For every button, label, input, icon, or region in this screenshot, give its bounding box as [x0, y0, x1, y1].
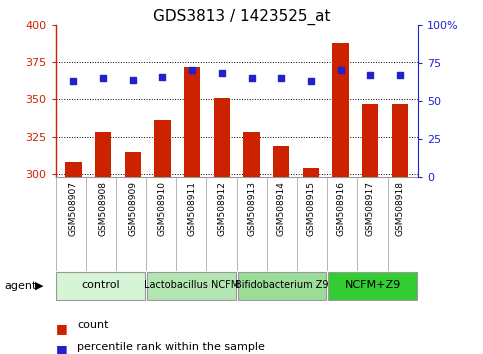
Point — [307, 78, 315, 84]
Point — [248, 75, 256, 81]
Text: ■: ■ — [56, 322, 67, 335]
Text: agent: agent — [5, 281, 37, 291]
Point — [367, 72, 374, 78]
Text: GSM508916: GSM508916 — [336, 181, 345, 236]
Bar — [328, 272, 417, 300]
Text: GSM508912: GSM508912 — [217, 181, 227, 236]
Point — [218, 71, 226, 76]
Bar — [147, 272, 236, 300]
Bar — [332, 43, 349, 177]
Text: GSM508911: GSM508911 — [187, 181, 197, 236]
Bar — [125, 152, 141, 177]
Point — [396, 72, 404, 78]
Point — [158, 74, 166, 79]
Point — [99, 75, 107, 81]
Bar — [362, 104, 379, 177]
Bar — [273, 145, 289, 177]
Bar — [65, 162, 82, 177]
Text: GSM508917: GSM508917 — [366, 181, 375, 236]
Bar — [213, 98, 230, 177]
Text: count: count — [77, 320, 109, 330]
Text: ■: ■ — [56, 343, 67, 354]
Point — [337, 68, 344, 73]
Bar — [57, 272, 145, 300]
Bar — [243, 132, 260, 177]
Text: GSM508909: GSM508909 — [128, 181, 137, 236]
Text: NCFM+Z9: NCFM+Z9 — [344, 280, 400, 290]
Text: Lactobacillus NCFM: Lactobacillus NCFM — [144, 280, 239, 290]
Text: GSM508914: GSM508914 — [277, 181, 286, 236]
Text: percentile rank within the sample: percentile rank within the sample — [77, 342, 265, 352]
Text: GSM508908: GSM508908 — [99, 181, 108, 236]
Text: GSM508907: GSM508907 — [69, 181, 78, 236]
Text: control: control — [82, 280, 120, 290]
Text: GSM508910: GSM508910 — [158, 181, 167, 236]
Bar — [154, 120, 170, 177]
Point — [188, 68, 196, 73]
Text: Bifidobacterium Z9: Bifidobacterium Z9 — [235, 280, 329, 290]
Text: GSM508915: GSM508915 — [306, 181, 315, 236]
Bar — [95, 132, 111, 177]
Bar — [392, 104, 408, 177]
Bar — [238, 272, 327, 300]
Text: GDS3813 / 1423525_at: GDS3813 / 1423525_at — [153, 9, 330, 25]
Point — [70, 78, 77, 84]
Point — [129, 77, 137, 82]
Bar — [184, 67, 200, 177]
Text: GSM508918: GSM508918 — [396, 181, 404, 236]
Bar — [303, 168, 319, 177]
Point — [277, 75, 285, 81]
Text: GSM508913: GSM508913 — [247, 181, 256, 236]
Text: ▶: ▶ — [35, 281, 43, 291]
